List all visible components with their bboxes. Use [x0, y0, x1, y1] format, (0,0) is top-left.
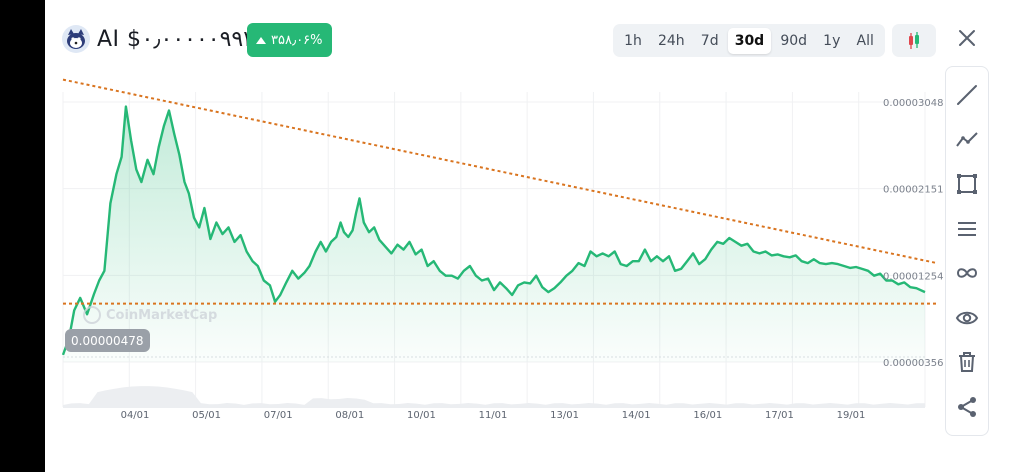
y-tick-label: 0.00002151: [883, 185, 943, 196]
x-tick-label: 14/01: [622, 410, 651, 421]
volume-area: [63, 386, 925, 408]
time-range-selector: 1h 24h 7d 30d 90d 1y All: [613, 24, 885, 57]
x-tick-label: 16/01: [693, 410, 722, 421]
parallel-tool-icon: [958, 221, 976, 236]
line-tool-icon: [957, 85, 977, 106]
share-button[interactable]: [954, 394, 980, 420]
close-icon: [959, 30, 975, 46]
infinity-tool-button[interactable]: [954, 260, 980, 286]
rectangle-tool-button[interactable]: [954, 171, 980, 197]
coinmarketcap-logo-icon: [83, 306, 101, 324]
range-button-All[interactable]: All: [856, 32, 874, 49]
y-tick-label: 0.00003048: [883, 98, 943, 109]
up-triangle-icon: [256, 36, 266, 44]
watermark-text: CoinMarketCap: [106, 307, 218, 323]
watermark: CoinMarketCap: [83, 306, 217, 324]
x-tick-label: 05/01: [192, 410, 221, 421]
x-tick-label: 13/01: [550, 410, 579, 421]
visibility-toggle-button[interactable]: [954, 305, 980, 331]
close-button[interactable]: [954, 25, 980, 51]
x-tick-label: 04/01: [121, 410, 150, 421]
drawing-toolbar: [945, 66, 989, 436]
x-tick-label: 10/01: [407, 410, 436, 421]
current-price-label: 0.00000478: [65, 329, 150, 352]
trendline-0[interactable]: [62, 78, 938, 265]
coin-logo-icon: [62, 25, 90, 53]
price-chart[interactable]: 0.00003048 0.00002151 0.00001254 0.00000356…: [45, 0, 1024, 472]
share-icon: [958, 396, 976, 417]
delete-button[interactable]: [954, 349, 980, 375]
range-button-7d[interactable]: 7d: [700, 32, 719, 49]
range-button-1h[interactable]: 1h: [624, 32, 642, 49]
y-tick-label: 0.00001254: [883, 271, 943, 282]
rectangle-tool-icon: [957, 174, 977, 195]
x-tick-label: 17/01: [765, 410, 794, 421]
price-change-value: ۳۵۸٫۰۶%: [271, 32, 323, 48]
trash-icon: [959, 352, 975, 373]
x-tick-label: 19/01: [837, 410, 866, 421]
multiline-tool-icon: [956, 132, 978, 147]
infinity-tool-icon: [956, 268, 978, 278]
coin-price-title: AI $۰٫۰۰۰۰۰۹۹۳: [97, 27, 256, 52]
range-button-30d[interactable]: 30d: [727, 27, 772, 54]
range-button-1y[interactable]: 1y: [823, 32, 841, 49]
chart-screen: AI $۰٫۰۰۰۰۰۹۹۳ ۳۵۸٫۰۶% 1h 24h 7d 30d 90d 1y Al…: [45, 0, 1024, 472]
price-line: [61, 105, 926, 356]
multiline-tool-button[interactable]: [954, 127, 980, 153]
range-button-24h[interactable]: 24h: [657, 32, 685, 49]
parallel-lines-tool-button[interactable]: [954, 216, 980, 242]
x-tick-label: 07/01: [264, 410, 293, 421]
candlestick-icon: [909, 32, 919, 49]
price-change-badge: ۳۵۸٫۰۶%: [247, 23, 332, 57]
x-tick-label: 11/01: [479, 410, 508, 421]
candlestick-toggle-button[interactable]: [892, 24, 936, 57]
line-tool-button[interactable]: [954, 82, 980, 108]
range-button-90d[interactable]: 90d: [780, 32, 808, 49]
y-tick-label: 0.00000356: [883, 358, 943, 369]
x-tick-label: 08/01: [335, 410, 364, 421]
visibility-icon: [955, 311, 979, 324]
